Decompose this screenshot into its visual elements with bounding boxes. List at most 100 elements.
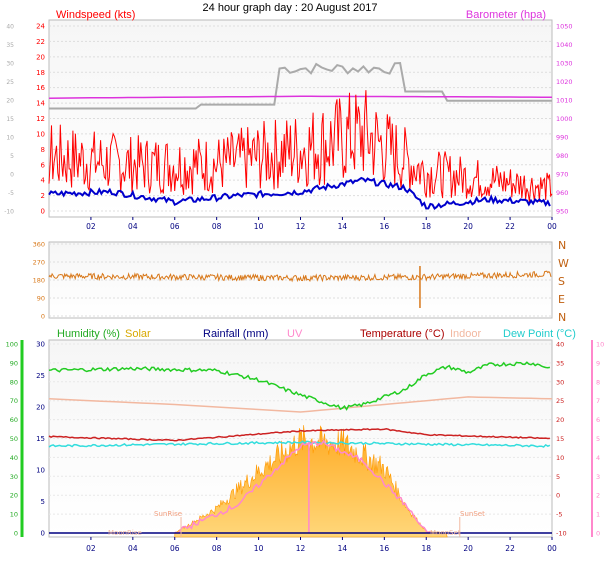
series-line-indoor [48,396,553,413]
moonrise-label: MoonRise [108,529,142,537]
baro-tick-label: 980 [556,152,568,160]
outer-tick-label: 5 [10,153,14,160]
humidity-tick-label: 30 [10,473,18,481]
dir-tick-label: 90 [37,295,45,303]
rain-tick-label: 10 [36,467,45,475]
x-tick-label: 08 [212,544,222,553]
wind-tick-label: 20 [36,53,45,61]
rain-tick-label: 15 [36,435,45,443]
uv-tick-label: 5 [596,435,600,443]
x-tick-label: 02 [86,544,96,553]
x-tick-label: 20 [463,544,473,553]
x-tick-label: 22 [505,544,515,553]
chart-marks: 2422201816141210864204035302520151050-5-… [4,23,604,554]
dir-tick-label: 360 [33,241,45,249]
wind-tick-label: 10 [36,130,45,138]
baro-tick-label: 1040 [556,41,573,49]
uv-label: UV [287,328,303,340]
temp-tick-label: -5 [556,511,562,519]
baro-tick-label: 1050 [556,23,573,31]
baro-tick-label: 960 [556,189,568,197]
series-line-grey [49,61,552,110]
x-tick-label: 16 [380,544,390,553]
wind-tick-label: 18 [36,69,45,77]
rain-tick-label: 25 [36,372,45,380]
x-tick-label: 18 [421,222,431,231]
dir-tick-label: 0 [41,313,45,321]
temp-tick-label: 35 [556,359,564,367]
x-tick-label: 12 [296,222,306,231]
outer-tick-label: 40 [6,24,14,31]
uv-tick-label: 10 [596,341,604,349]
chart-title: 24 hour graph day : 20 August 2017 [203,2,378,14]
series-line-barometer [48,95,552,99]
compass-label: N [558,311,566,324]
rain-tick-label: 20 [36,404,45,412]
series-line-dewpoint [48,440,551,448]
compass-label: W [558,257,569,270]
outer-tick-label: 35 [6,42,14,49]
humidity-tick-label: 20 [10,492,18,500]
barometer-label: Barometer (hpa) [466,9,546,21]
temp-tick-label: 20 [556,416,564,424]
compass-label: N [558,239,566,252]
uv-tick-label: 9 [596,359,600,367]
sunrise-label: SunRise [154,510,182,518]
temp-tick-label: 25 [556,397,564,405]
humidity-tick-label: 60 [10,416,18,424]
baro-tick-label: 1010 [556,97,573,105]
temp-tick-label: 30 [556,378,564,386]
x-tick-label: 20 [463,222,473,231]
baro-tick-label: 990 [556,134,568,142]
humidity-tick-label: 0 [14,530,18,538]
outer-tick-label: -5 [8,190,14,197]
wind-tick-label: 4 [41,177,46,185]
temp-tick-label: 0 [556,492,560,500]
solar-label: Solar [125,328,151,340]
baro-tick-label: 1000 [556,115,573,123]
uv-tick-label: 2 [596,492,600,500]
x-tick-label: 12 [296,544,306,553]
wind-tick-label: 24 [36,23,45,31]
temp-tick-label: -10 [556,530,567,538]
uv-tick-label: 7 [596,397,600,405]
humidity-tick-label: 90 [10,359,18,367]
outer-tick-label: 20 [6,98,14,105]
humidity-tick-label: 40 [10,454,18,462]
wind-tick-label: 14 [36,100,45,108]
outer-tick-label: 25 [6,79,14,86]
rainfall-label: Rainfall (mm) [203,328,268,340]
x-tick-label: 10 [254,222,264,231]
x-tick-label: 00 [547,544,557,553]
wind-tick-label: 12 [36,115,45,123]
humidity-tick-label: 50 [10,435,18,443]
sunset-label: SunSet [460,510,485,518]
x-tick-label: 04 [128,222,138,231]
x-tick-label: 10 [254,544,264,553]
compass-label: S [558,275,565,288]
panel-wind [48,19,553,218]
series-line-direction [48,270,552,283]
indoor-label: Indoor [450,328,482,340]
series-line-wind [48,90,553,202]
wind-tick-label: 6 [41,161,46,169]
x-tick-label: 18 [421,544,431,553]
panel-direction [48,241,553,319]
baro-tick-label: 1020 [556,78,573,86]
rain-tick-label: 5 [41,498,45,506]
humidity-tick-label: 10 [10,511,18,519]
series-line-uv [174,439,431,535]
temp-tick-label: 10 [556,454,564,462]
uv-tick-label: 4 [596,454,600,462]
wind-tick-label: 0 [41,208,45,216]
x-tick-label: 14 [338,222,348,231]
uv-tick-label: 1 [596,511,600,519]
wind-tick-label: 16 [36,84,45,92]
uv-tick-label: 3 [596,473,600,481]
uv-tick-label: 6 [596,416,600,424]
x-tick-label: 14 [338,544,348,553]
x-tick-label: 22 [505,222,515,231]
rain-tick-label: 30 [36,341,45,349]
